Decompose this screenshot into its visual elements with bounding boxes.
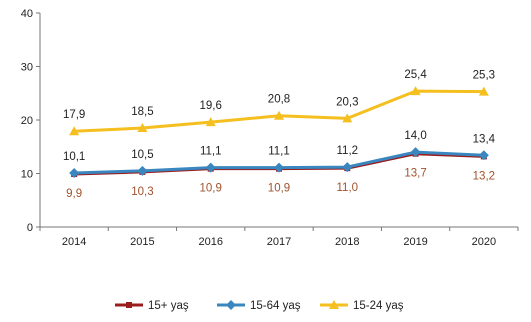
- data-label: 14,0: [404, 130, 426, 142]
- y-tick-label: 40: [21, 8, 33, 20]
- y-tick-label: 10: [21, 169, 33, 181]
- data-label: 20,8: [268, 94, 290, 106]
- x-tick-label: 2014: [62, 236, 86, 248]
- x-tick-label: 2017: [267, 236, 291, 248]
- data-label: 11,0: [337, 182, 359, 194]
- series-layer: [69, 86, 489, 178]
- data-label: 11,2: [337, 145, 359, 157]
- data-point: [342, 113, 353, 123]
- y-tick-label: 20: [21, 115, 33, 127]
- data-point: [226, 300, 236, 310]
- legend-label: 15-24 yaş: [353, 300, 404, 312]
- data-point: [69, 167, 80, 178]
- data-label: 18,5: [131, 106, 153, 118]
- legend-item: 15-24 yaş: [320, 300, 404, 312]
- series-3: [69, 86, 489, 136]
- data-label: 9,9: [66, 188, 82, 200]
- data-point: [205, 117, 216, 127]
- data-point: [126, 302, 132, 308]
- data-label: 11,1: [200, 146, 222, 158]
- legend-item: 15+ yaş: [115, 300, 189, 312]
- data-point: [274, 162, 284, 173]
- data-point: [342, 162, 353, 173]
- data-label: 13,7: [404, 168, 426, 180]
- data-point: [410, 147, 421, 158]
- data-label: 20,3: [336, 96, 358, 108]
- data-label: 13,4: [473, 133, 496, 145]
- data-point: [410, 86, 421, 96]
- data-label: 10,1: [63, 151, 85, 163]
- data-label: 10,5: [131, 149, 153, 161]
- data-labels: 9,9 10,3 10,9 10,9 11,0 13,7 13,2 10,1 10,5 11,1 1…: [63, 69, 496, 200]
- x-tick-label: 2016: [198, 236, 222, 248]
- x-tick-label: 2018: [335, 236, 359, 248]
- legend: 15+ yaş 15-64 yaş 15-24 yaş: [115, 300, 404, 312]
- data-point: [329, 300, 339, 309]
- data-label: 19,6: [200, 100, 222, 112]
- data-point: [274, 110, 284, 120]
- data-point: [69, 126, 80, 136]
- data-point: [205, 162, 216, 173]
- axes: 0 10 20 30 40 2014 2015 2016 2017 2018 2019 2020: [21, 8, 519, 248]
- y-tick-label: 30: [21, 62, 33, 74]
- data-label: 13,2: [473, 170, 495, 182]
- data-label: 11,1: [268, 146, 290, 158]
- data-point: [478, 150, 489, 161]
- data-point: [137, 165, 148, 176]
- data-label: 10,9: [200, 183, 222, 195]
- data-label: 25,4: [404, 69, 427, 81]
- x-tick-label: 2019: [403, 236, 427, 248]
- data-label: 10,3: [131, 186, 153, 198]
- data-point: [478, 86, 489, 96]
- series-2: [69, 147, 489, 178]
- data-label: 10,9: [268, 183, 290, 195]
- x-tick-label: 2015: [130, 236, 154, 248]
- y-tick-label: 0: [27, 222, 33, 234]
- legend-item: 15-64 yaş: [217, 300, 301, 312]
- legend-label: 15-64 yaş: [250, 300, 301, 312]
- data-label: 17,9: [63, 109, 85, 121]
- data-label: 25,3: [473, 70, 495, 82]
- x-tick-label: 2020: [472, 236, 496, 248]
- data-point: [137, 123, 148, 133]
- legend-label: 15+ yaş: [148, 300, 189, 312]
